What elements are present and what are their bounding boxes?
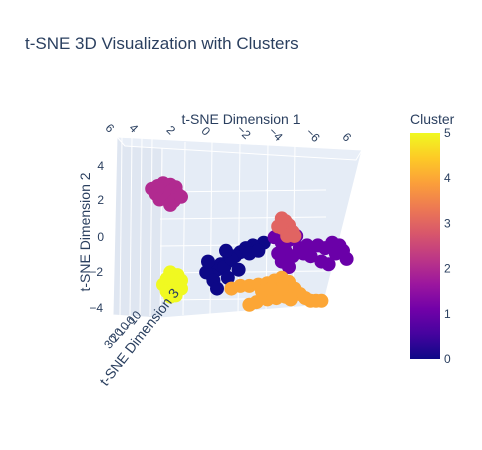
- z-gridline: [149, 136, 153, 317]
- z-gridline: [119, 136, 123, 317]
- z-gridline: [129, 136, 133, 317]
- cluster-2-point[interactable]: [163, 197, 178, 212]
- cluster-1-point[interactable]: [303, 249, 318, 264]
- y-tick-label: −2: [89, 265, 103, 279]
- cluster-4-point[interactable]: [274, 281, 289, 296]
- y-tick-label: −4: [89, 301, 103, 315]
- cluster-0-point[interactable]: [220, 270, 235, 285]
- cluster-0-point[interactable]: [210, 281, 224, 296]
- cluster-1-point[interactable]: [328, 246, 343, 261]
- colorbar-tick-label: 1: [444, 307, 451, 321]
- cluster-4-point[interactable]: [242, 297, 257, 312]
- x-tick-label: −4: [266, 124, 286, 144]
- cluster-1-point[interactable]: [339, 251, 354, 266]
- cluster-5-point[interactable]: [168, 288, 183, 303]
- x-tick-label: −6: [303, 125, 323, 145]
- y-gridline: [159, 216, 327, 220]
- cluster-0-point[interactable]: [231, 262, 246, 277]
- colorbar-gradient: [410, 133, 440, 359]
- x-tick-label: 2: [164, 123, 179, 138]
- z-gridline: [139, 136, 143, 317]
- colorbar-tick-label: 5: [444, 126, 451, 140]
- colorbar-tick-label: 2: [444, 262, 451, 276]
- y-tick-label: 4: [97, 159, 104, 173]
- cluster-2-point[interactable]: [174, 189, 188, 204]
- y-axis-title: t-SNE Dimension 2: [77, 172, 93, 291]
- chart-title: t-SNE 3D Visualization with Clusters: [25, 34, 299, 53]
- colorbar-tick-label: 3: [444, 216, 451, 230]
- colorbar-tick-label: 4: [444, 171, 451, 185]
- colorbar-title: Cluster: [410, 111, 455, 127]
- cluster-1-point[interactable]: [321, 257, 336, 272]
- cluster-3-point[interactable]: [287, 228, 302, 243]
- y-tick-label: 0: [97, 230, 104, 244]
- x-tick-label: 6: [340, 130, 355, 145]
- cluster-4-point[interactable]: [264, 281, 278, 296]
- cluster-3-point[interactable]: [271, 219, 286, 234]
- cluster-0-point[interactable]: [201, 254, 215, 269]
- cluster-0-point[interactable]: [251, 243, 266, 258]
- x-axis-title: t-SNE Dimension 1: [181, 111, 300, 127]
- cluster-4-point[interactable]: [314, 293, 329, 308]
- y-gridline: [159, 189, 327, 193]
- x-tick-label: 6: [103, 121, 118, 136]
- colorbar: 5 4 3 2 1 0: [410, 126, 451, 366]
- y-tick-label: 2: [97, 193, 104, 207]
- data-points[interactable]: [145, 176, 354, 312]
- cluster-0-point[interactable]: [219, 243, 233, 258]
- cluster-1-point[interactable]: [271, 246, 286, 261]
- x-tick-label: 4: [127, 121, 142, 136]
- cluster-1-point[interactable]: [282, 260, 296, 274]
- colorbar-tick-label: 0: [444, 352, 451, 366]
